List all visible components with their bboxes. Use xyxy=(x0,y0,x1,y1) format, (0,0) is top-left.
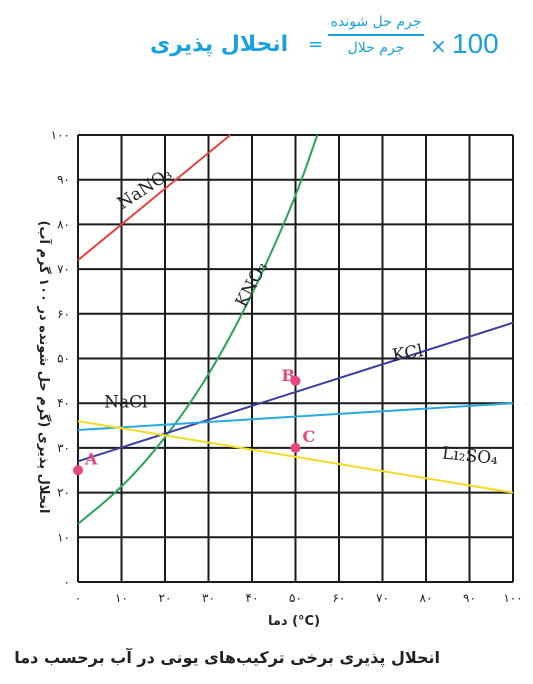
chart-points: A B C xyxy=(73,366,316,476)
point-marker xyxy=(290,442,301,453)
x-tick-label: ۷۰ xyxy=(376,591,389,605)
x-tick-label: ۳۰ xyxy=(202,591,215,605)
series-line xyxy=(77,420,514,494)
series-label: KCl xyxy=(391,341,425,366)
figure-caption: انحلال پذیری برخی ترکیب‌های یونی در آب ب… xyxy=(14,648,440,667)
y-tick-label: ۵۰ xyxy=(57,352,70,366)
y-tick-label: ۶۰ xyxy=(57,307,70,321)
series-line xyxy=(77,321,514,463)
series-line xyxy=(77,134,319,525)
chart-series xyxy=(77,134,514,525)
point-label: B xyxy=(282,366,296,385)
formula-equals: = xyxy=(308,34,324,55)
series-label: KNO₃ xyxy=(232,259,272,311)
x-tick-label: ۲۰ xyxy=(159,591,172,605)
series-label: NaCl xyxy=(104,393,147,413)
y-tick-label: ۱۰۰ xyxy=(51,128,70,142)
point-marker xyxy=(290,375,301,386)
y-tick-label: ۳۰ xyxy=(57,441,70,455)
chart-grid xyxy=(77,134,514,583)
series-line xyxy=(77,402,514,432)
point-label: A xyxy=(84,449,98,468)
y-axis-label: انحلال پذیری (گرم حل شونده در ۱۰۰ گرم آب… xyxy=(36,220,53,513)
y-tick-label: ۹۰ xyxy=(57,173,70,187)
point-marker xyxy=(73,465,83,476)
x-tick-label: ۰ xyxy=(75,591,81,605)
formula-denominator: جرم حلال xyxy=(347,40,405,56)
x-tick-label: ۶۰ xyxy=(333,591,346,605)
y-tick-label: ۴۰ xyxy=(57,396,70,410)
point-label: C xyxy=(303,427,316,446)
x-tick-label: ۸۰ xyxy=(420,591,433,605)
x-tick-label: ۵۰ xyxy=(289,591,302,605)
chart-ticks: ۰ ۱۰ ۲۰ ۳۰ ۴۰ ۵۰ ۶۰ ۷۰ ۸۰ ۹۰ ۱۰۰ ۰ ۱۰ ۲۰ ۳۰ ۴۰ ۵۰ ۶۰ ۷۰ ۸۰ ۹… xyxy=(51,128,523,605)
formula-fraction: جرم حل شونده جرم حلال xyxy=(328,14,424,56)
x-axis-label: دما (°C) xyxy=(268,614,320,629)
x-tick-label: ۱۰ xyxy=(115,591,128,605)
x-tick-label: ۱۰۰ xyxy=(503,591,522,605)
fraction-bar xyxy=(328,34,424,36)
y-tick-label: ۷۰ xyxy=(57,262,70,276)
y-tick-label: ۱۰ xyxy=(57,530,70,544)
formula-numerator: جرم حل شونده xyxy=(330,14,422,30)
formula-hundred: 100 xyxy=(452,28,499,59)
x-tick-label: ۹۰ xyxy=(463,591,476,605)
solubility-formula: انحلال پذیری = جرم حل شونده جرم حلال × 1… xyxy=(150,10,520,80)
y-tick-label: ۲۰ xyxy=(57,486,70,500)
formula-times: × xyxy=(430,34,447,58)
series-line xyxy=(77,134,231,261)
formula-percent-label: انحلال پذیری xyxy=(150,32,289,57)
x-tick-label: ۴۰ xyxy=(246,591,259,605)
y-tick-label: ۸۰ xyxy=(57,217,70,231)
y-tick-label: ۰ xyxy=(64,575,70,589)
